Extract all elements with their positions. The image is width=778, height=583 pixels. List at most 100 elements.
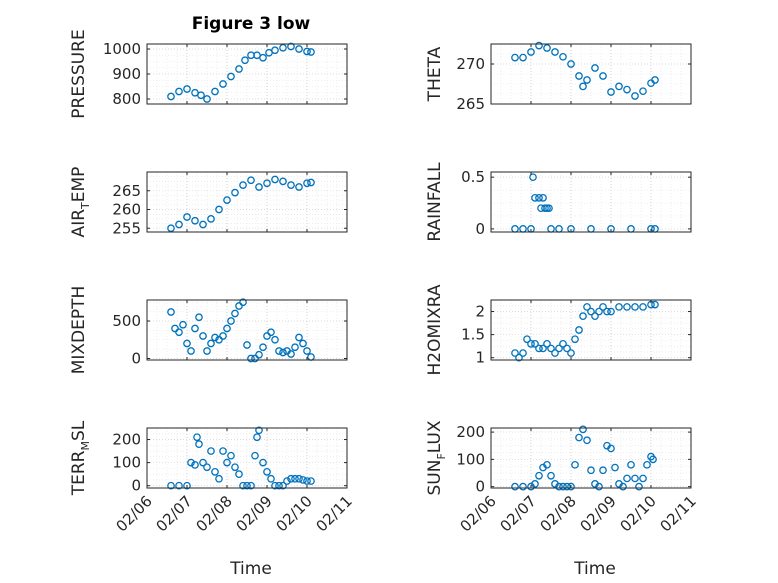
data-point [279,348,287,357]
data-point [303,179,311,188]
data-point [279,43,287,52]
y-tick-label: 500 [112,312,141,330]
axes-box [490,299,692,361]
x-axis-label-left: Time [229,559,272,579]
data-point [649,455,657,464]
data-point [295,183,303,191]
data-point [227,317,235,325]
y-axis-label: SUNFLUX [425,420,448,495]
axes-box [146,427,348,489]
data-point [559,339,567,348]
y-axis-label: TERRMSL [69,420,92,496]
y-tick-label: 0 [131,350,141,368]
data-point [183,339,191,348]
data-point [511,349,519,357]
y-tick-label: 2 [475,303,485,321]
data-point [223,324,231,333]
data-point [651,300,659,309]
data-point [187,347,195,355]
data-point [635,482,643,491]
data-point [591,312,599,321]
data-point [287,42,295,51]
data-point [223,196,231,204]
y-tick-label: 200 [456,423,485,441]
data-point [303,347,311,355]
y-tick-label: 1000 [103,40,141,58]
data-point [543,44,551,52]
data-point [519,482,527,491]
data-point [247,354,255,363]
y-tick-label: 900 [112,65,141,83]
data-point [567,349,575,357]
data-point [167,224,175,233]
x-tick-label: 02/08 [193,492,236,535]
y-tick-label: 0 [475,478,485,496]
data-point [529,173,537,182]
data-point [547,471,555,480]
x-tick-label: 02/11 [313,492,356,535]
data-point [535,41,543,50]
data-point [295,45,303,53]
data-point [607,307,615,316]
data-point [183,85,191,93]
data-point [519,349,527,357]
data-point [539,194,547,202]
data-point [531,480,539,488]
data-point [215,205,223,214]
data-point [555,482,563,491]
data-point [535,344,543,353]
data-point [255,350,263,359]
data-point [583,303,591,311]
data-point [179,320,187,329]
data-point [279,177,287,186]
data-point [575,326,583,334]
data-point [579,82,587,91]
y-tick-label: 100 [456,450,485,468]
data-point [307,477,315,485]
data-point [175,481,183,490]
data-point [627,460,635,469]
y-axis-label: MIXDEPTH [69,286,89,375]
data-point [167,481,175,490]
data-point [623,85,631,94]
figure-title: Figure 3 low [192,14,311,34]
data-point [263,467,271,476]
y-tick-label: 265 [112,182,141,200]
x-tick-label: 02/08 [537,492,580,535]
data-point [239,481,247,490]
data-point [253,433,261,442]
data-point [595,307,603,316]
data-point [255,183,263,191]
data-point [287,181,295,189]
data-point [295,474,303,483]
data-point [267,328,275,337]
data-point [551,48,559,56]
data-point [639,474,647,483]
data-point [611,463,619,472]
data-point [639,303,647,311]
data-point [651,76,659,84]
data-point [219,447,227,455]
data-point [563,344,571,353]
panel-h2omixra: 1 1.5 2 H2OMIXRA [425,284,692,376]
data-point [271,46,279,55]
data-point [511,53,519,62]
data-point [299,339,307,348]
data-point [259,53,267,62]
panel-mixdepth: 0 500 MIXDEPTH [69,286,348,375]
axes-box [490,43,692,105]
data-point [299,476,307,484]
data-point [623,474,631,483]
data-point [247,176,255,185]
y-tick-label: 270 [456,55,485,73]
x-tick-label: 02/11 [657,492,700,535]
data-point [191,324,199,333]
data-point [175,220,183,229]
x-tick-label: 02/07 [153,492,196,535]
data-point [195,313,203,322]
data-point [587,466,595,475]
y-axis-label: RAINFALL [425,162,445,242]
